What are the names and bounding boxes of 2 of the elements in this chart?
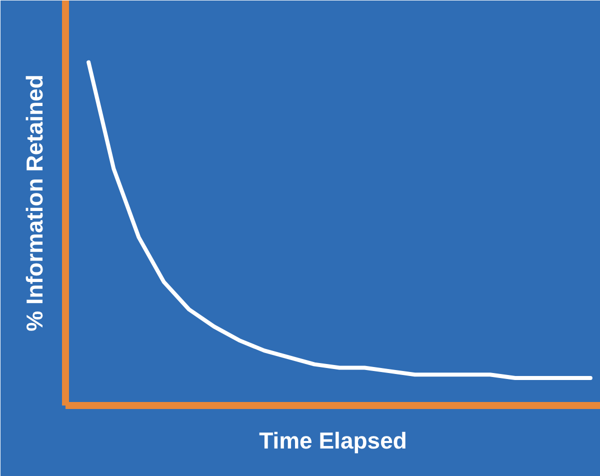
x-axis-title: Time Elapsed: [259, 428, 407, 454]
y-axis-title: % Information Retained: [22, 74, 48, 332]
